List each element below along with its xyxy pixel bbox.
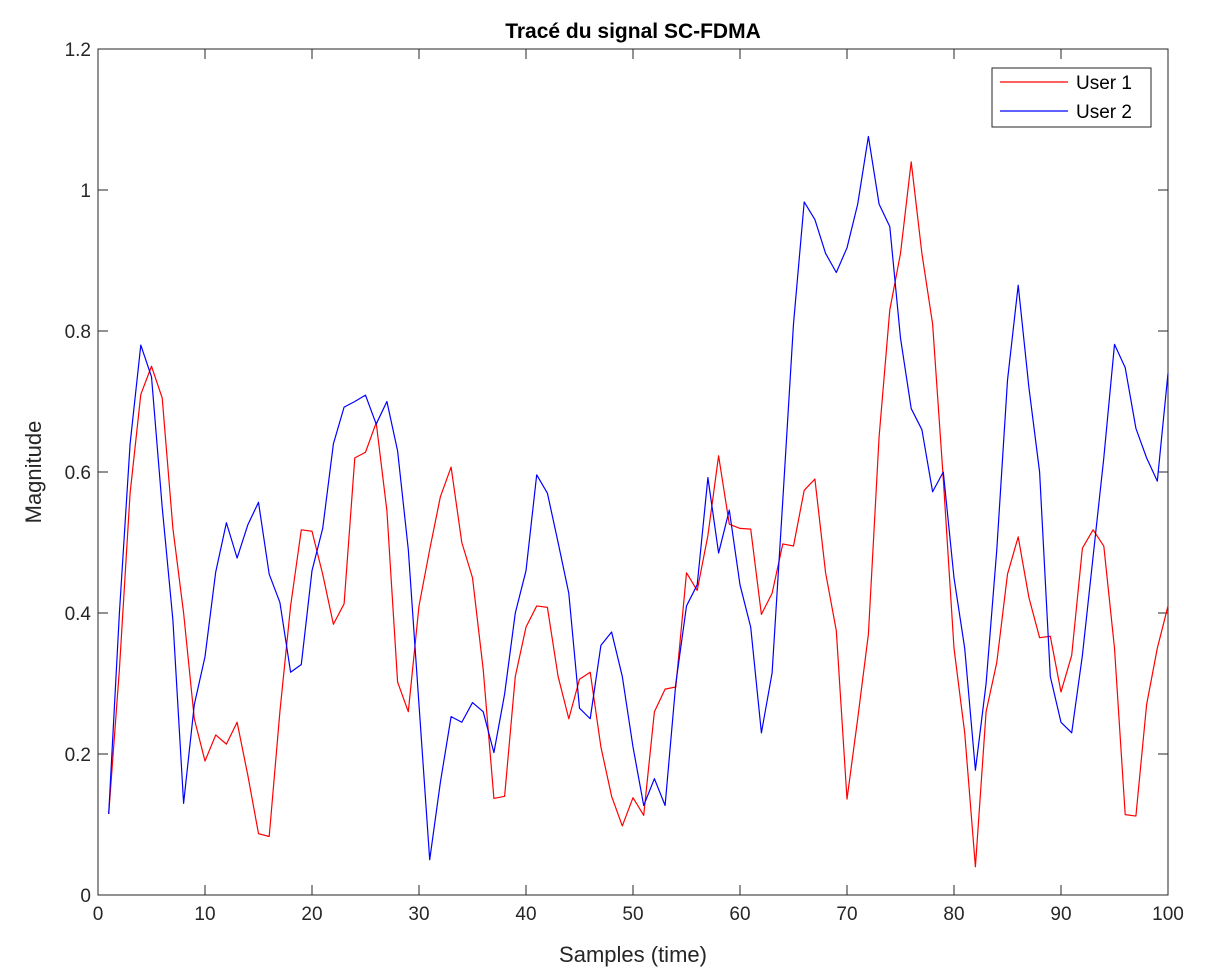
x-tick-label: 70 (836, 904, 857, 925)
x-axis-label: Samples (time) (559, 942, 707, 967)
legend: User 1 User 2 (991, 67, 1152, 128)
x-tick-label: 10 (194, 904, 215, 925)
legend-label-user-2: User 2 (1076, 102, 1132, 123)
plot-area (97, 48, 1169, 896)
y-tick-label: 0 (80, 886, 91, 907)
x-tick-label: 50 (622, 904, 643, 925)
y-tick-label: 0.8 (65, 322, 91, 343)
x-tick-label: 20 (301, 904, 322, 925)
x-tick-label: 90 (1050, 904, 1071, 925)
series-line-user-2 (108, 135, 1169, 861)
y-tick-label: 0.2 (65, 745, 91, 766)
x-tick-label: 60 (729, 904, 750, 925)
x-tick-label: 0 (93, 904, 104, 925)
x-tick-label: 100 (1152, 904, 1184, 925)
x-tick-label: 40 (515, 904, 536, 925)
legend-label-user-1: User 1 (1076, 73, 1132, 94)
legend-box (991, 67, 1152, 128)
y-tick-label: 1.2 (65, 40, 91, 61)
y-axis-ticks: 0 0.2 0.4 0.6 0.8 1 1.2 (65, 40, 1168, 907)
x-axis-ticks: 0 10 20 30 40 50 60 70 80 90 100 (93, 49, 1184, 925)
series-line-user-1 (108, 161, 1169, 868)
y-tick-label: 0.6 (65, 463, 91, 484)
chart-title: Tracé du signal SC-FDMA (505, 20, 761, 43)
y-axis-label: Magnitude (21, 421, 46, 524)
x-tick-label: 30 (408, 904, 429, 925)
y-tick-label: 1 (80, 181, 91, 202)
x-tick-label: 80 (943, 904, 964, 925)
series-layer (108, 135, 1169, 868)
y-tick-label: 0.4 (65, 604, 92, 625)
